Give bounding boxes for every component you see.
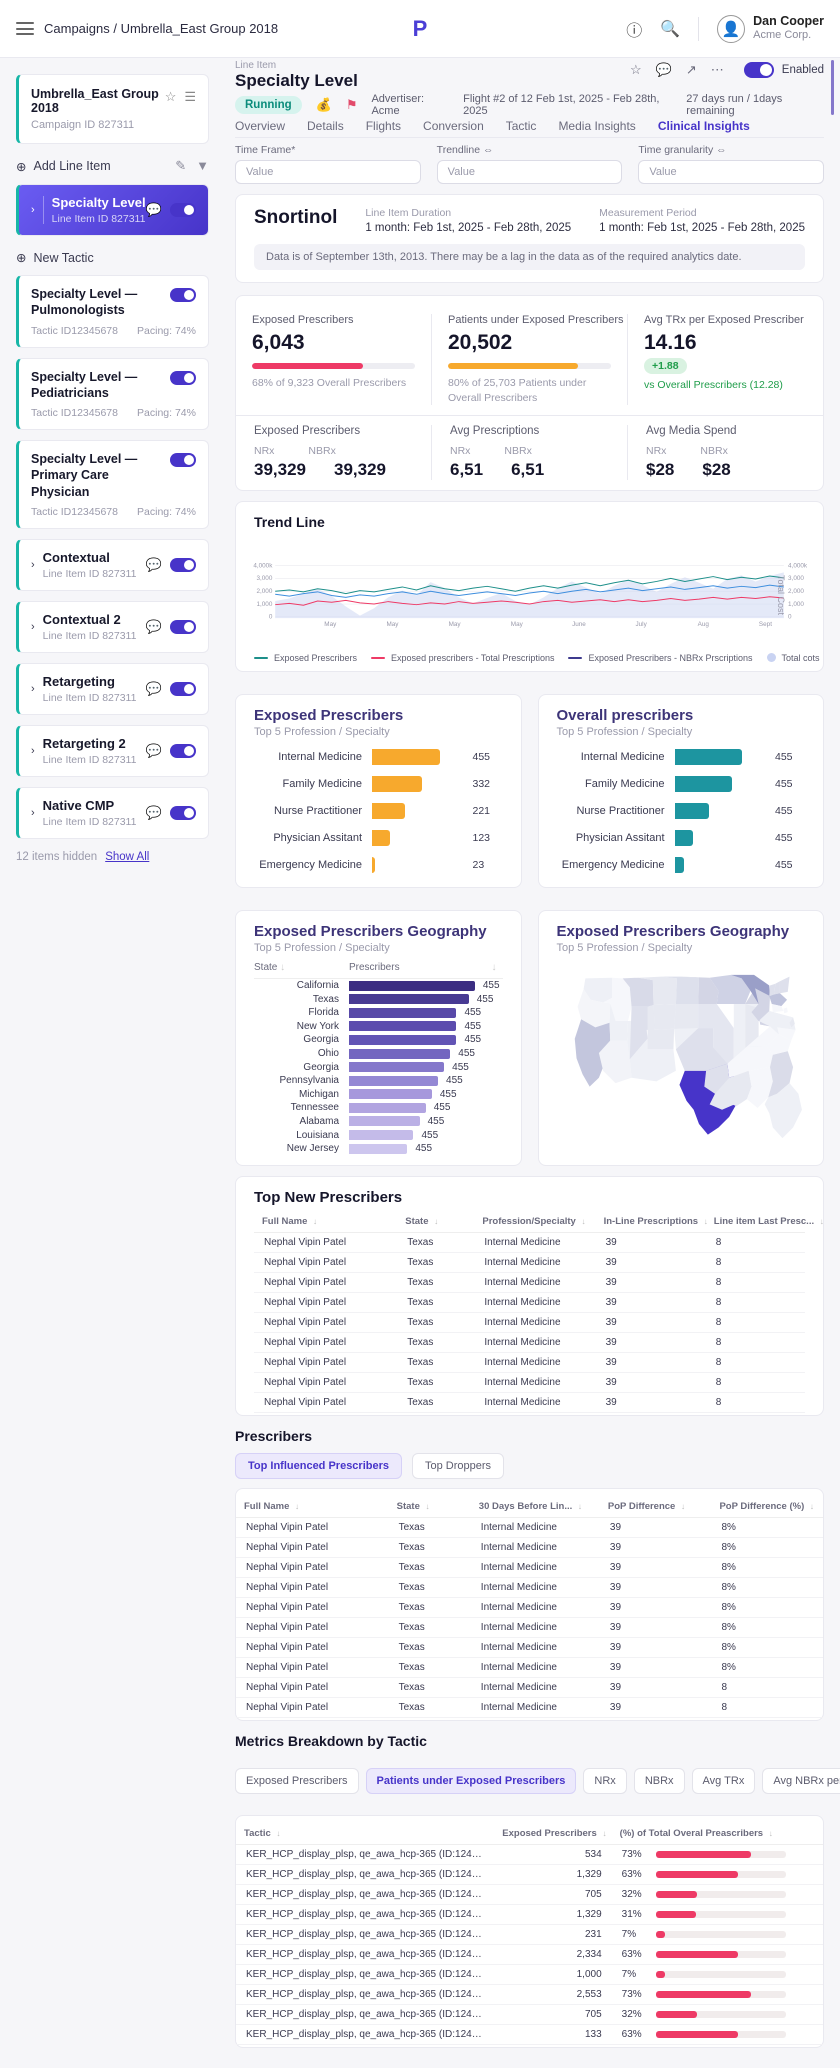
svg-text:July: July: [635, 621, 647, 628]
svg-text:May: May: [324, 621, 337, 628]
svg-text:May: May: [386, 621, 399, 628]
svg-text:1,000: 1,000: [788, 601, 804, 608]
svg-text:May: May: [449, 621, 462, 628]
svg-text:June: June: [572, 621, 586, 628]
svg-text:4,000k: 4,000k: [788, 562, 808, 569]
svg-text:0: 0: [269, 613, 273, 620]
svg-text:Sept: Sept: [759, 621, 772, 628]
svg-text:3,000: 3,000: [788, 575, 804, 582]
svg-text:3,000: 3,000: [256, 575, 272, 582]
svg-text:1,000: 1,000: [256, 601, 272, 608]
svg-text:2,000: 2,000: [256, 588, 272, 595]
svg-text:Aug: Aug: [698, 621, 710, 628]
svg-text:0: 0: [788, 613, 792, 620]
svg-text:May: May: [511, 621, 524, 628]
svg-text:2,000: 2,000: [788, 588, 804, 595]
svg-text:4,000k: 4,000k: [253, 562, 273, 569]
